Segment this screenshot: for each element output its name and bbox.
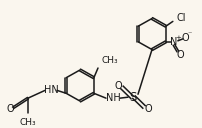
Text: Cl: Cl: [177, 13, 186, 23]
Text: CH₃: CH₃: [102, 56, 119, 65]
Text: O: O: [114, 82, 122, 92]
Text: ⁻: ⁻: [188, 30, 192, 39]
Text: O: O: [144, 104, 152, 114]
Text: O: O: [6, 104, 14, 114]
Text: N: N: [170, 37, 178, 47]
Text: NH: NH: [106, 93, 120, 103]
Text: S: S: [129, 91, 137, 104]
Text: CH₃: CH₃: [20, 118, 36, 127]
Text: O: O: [176, 50, 184, 60]
Text: HN: HN: [44, 85, 58, 95]
Text: O: O: [181, 33, 189, 43]
Text: +: +: [175, 35, 181, 41]
